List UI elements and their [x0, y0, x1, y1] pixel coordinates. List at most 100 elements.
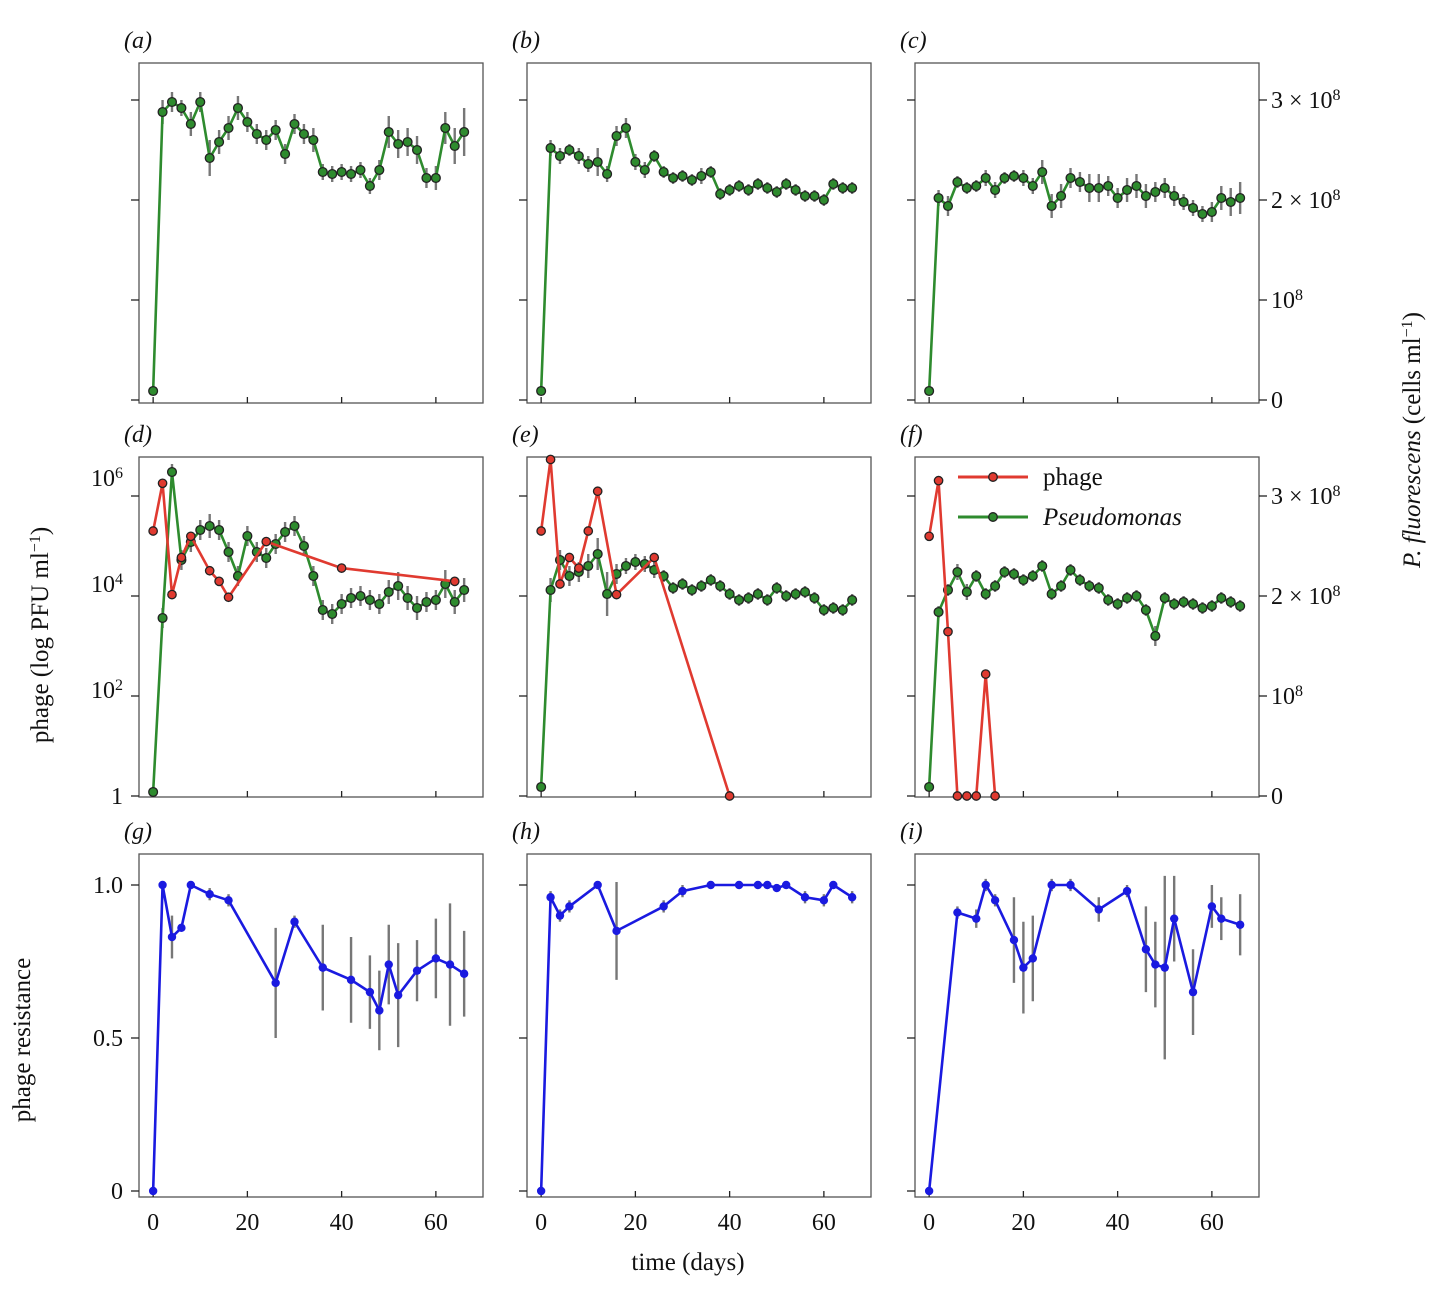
pseudomonas-y-axis-title-tail: (cells ml: [1399, 337, 1426, 430]
pseudomonas-point: [536, 781, 547, 793]
panel-label: (a): [124, 28, 152, 54]
pseudomonas-point: [421, 596, 432, 608]
pseudomonas-point: [1197, 602, 1208, 614]
phage-point: [167, 589, 177, 600]
pseudomonas-point: [620, 122, 632, 134]
pseudomonas-point: [1103, 180, 1114, 192]
y-tick-label-pseudomonas-base: 2 × 10: [1271, 188, 1333, 214]
phage-point: [185, 531, 196, 542]
pseudomonas-point: [639, 164, 650, 176]
pseudomonas-point: [1056, 580, 1067, 592]
pseudomonas-point: [223, 122, 234, 134]
pseudomonas-point: [771, 582, 782, 594]
x-tick-label: 20: [235, 1210, 259, 1236]
pseudomonas-point: [327, 168, 338, 180]
pseudomonas-y-axis-title-sup: −1: [1399, 320, 1416, 337]
pseudomonas-point: [1074, 176, 1085, 188]
y-tick-label-resistance: 0: [111, 1179, 123, 1205]
pseudomonas-point: [1112, 192, 1123, 204]
pseudomonas-point: [1065, 172, 1076, 184]
pseudomonas-point: [1140, 190, 1151, 202]
pseudomonas-point: [1046, 588, 1057, 600]
pseudomonas-point: [743, 592, 754, 604]
pseudomonas-point: [383, 126, 394, 138]
pseudomonas-point: [298, 540, 309, 552]
resistance-point: [1169, 914, 1179, 923]
pseudomonas-point: [1056, 190, 1067, 202]
pseudomonas-point: [402, 136, 413, 148]
pseudomonas-point: [771, 186, 782, 198]
resistance-point: [393, 990, 403, 1000]
pseudomonas-point: [668, 582, 679, 594]
pseudomonas-point: [1122, 592, 1133, 604]
resistance-point: [412, 966, 422, 975]
pseudomonas-point: [668, 172, 679, 184]
pseudomonas-point: [781, 178, 792, 190]
resistance-point: [546, 893, 555, 902]
pseudomonas-point: [573, 150, 584, 162]
phage-point: [564, 552, 575, 563]
resistance-y-axis-title: phage resistance: [9, 958, 36, 1123]
pseudomonas-point: [1122, 184, 1133, 196]
plot-frame: [526, 62, 872, 404]
pseudomonas-point: [696, 170, 707, 182]
y-tick-label-pseudomonas-sup: 8: [1295, 683, 1303, 700]
pseudomonas-point: [999, 172, 1010, 184]
resistance-point: [1141, 945, 1151, 954]
pseudomonas-point: [933, 192, 944, 204]
pseudomonas-point: [980, 172, 991, 184]
phage-point: [961, 791, 972, 801]
pseudomonas-point: [686, 174, 697, 186]
resistance-point: [536, 1186, 546, 1196]
resistance-point: [384, 960, 393, 969]
pseudomonas-point: [261, 134, 272, 146]
pseudomonas-point: [847, 594, 858, 606]
phage-line: [927, 479, 997, 798]
pseudomonas-point: [564, 144, 575, 156]
y-tick-label-phage-sup: 4: [115, 571, 123, 588]
pseudomonas-point: [837, 604, 848, 616]
resistance-point: [167, 932, 177, 942]
pseudomonas-point: [952, 176, 963, 188]
pseudomonas-point: [1008, 170, 1020, 182]
y-tick-label-pseudomonas-sup: 8: [1333, 187, 1341, 204]
pseudomonas-point: [317, 604, 328, 616]
resistance-point: [772, 883, 781, 893]
pseudomonas-line: [151, 100, 466, 392]
plot-frame: [526, 456, 872, 798]
pseudomonas-point: [1197, 208, 1208, 220]
pseudomonas-point: [1216, 192, 1227, 204]
pseudomonas-point: [990, 580, 1001, 592]
pseudomonas-point: [602, 168, 613, 180]
phage-point: [204, 565, 215, 576]
panel-label: (e): [512, 422, 539, 448]
resistance-point: [659, 902, 668, 911]
y-tick-label-phage-base: 10: [91, 572, 115, 598]
pseudomonas-point: [837, 182, 848, 194]
legend-label: Pseudomonas: [1042, 504, 1182, 531]
pseudomonas-point: [790, 588, 801, 600]
resistance-point: [346, 975, 356, 985]
panel-label: (b): [512, 28, 540, 54]
resistance-point: [734, 880, 744, 890]
resistance-point: [365, 987, 375, 997]
phage-y-axis-title-tail: ): [27, 527, 54, 535]
pseudomonas-point: [393, 580, 404, 592]
pseudomonas-point: [459, 584, 470, 596]
pseudomonas-point: [809, 190, 820, 202]
y-tick-label-pseudomonas-sup: 8: [1295, 287, 1303, 304]
panel-i: (i) 0 20 40 60: [900, 819, 1260, 1236]
pseudomonas-point: [242, 530, 253, 542]
x-tick-label: 0: [147, 1210, 159, 1236]
pseudomonas-point: [649, 150, 660, 162]
y-tick-label-phage: 106: [91, 465, 123, 493]
pseudomonas-point: [536, 385, 547, 397]
pseudomonas-point: [251, 128, 262, 140]
phage-point: [157, 478, 168, 489]
pseudomonas-point: [677, 170, 688, 182]
y-tick-label-phage-base: 10: [91, 678, 115, 704]
resistance-point: [271, 978, 280, 988]
y-tick-label-pseudomonas-sup: 8: [1333, 583, 1341, 600]
resistance-point: [1094, 905, 1103, 914]
